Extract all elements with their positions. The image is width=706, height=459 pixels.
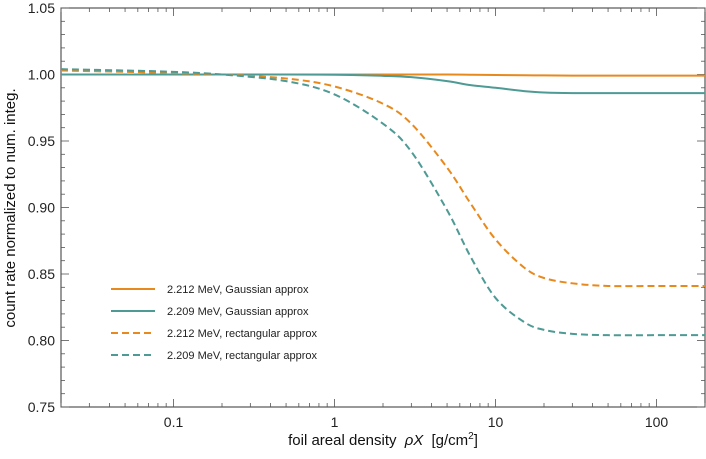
x-axis-title-symbol: ρX: [404, 432, 425, 449]
legend: 2.212 MeV, Gaussian approx 2.209 MeV, Gau…: [111, 284, 318, 362]
y-tick-label: 1.05: [28, 0, 55, 16]
x-axis-title-unit: [g/cm: [431, 432, 468, 449]
y-tick-label: 0.80: [28, 333, 55, 349]
x-tick-label: 0.1: [164, 414, 184, 430]
series-lines: [60, 68, 705, 337]
y-axis-title: count rate normalized to num. integ.: [2, 88, 19, 327]
legend-label: 2.209 MeV, Gaussian approx: [167, 306, 309, 318]
y-tick-label: 0.95: [28, 133, 55, 149]
plot-frame: [60, 7, 706, 408]
x-tick-label: 1: [331, 414, 339, 430]
legend-label: 2.212 MeV, Gaussian approx: [167, 284, 309, 296]
tick-labels: 0.1 1 10 100 0.75 0.80 0.85 0.90 0.95 1.00 1.05: [28, 0, 669, 430]
legend-label: 2.212 MeV, rectangular approx: [167, 328, 318, 340]
series-line-4: [60, 68, 705, 337]
ticks: [60, 7, 706, 408]
series-line-2: [60, 73, 705, 95]
y-tick-label: 0.85: [28, 266, 55, 282]
x-tick-label: 100: [645, 414, 669, 430]
legend-label: 2.209 MeV, rectangular approx: [167, 350, 318, 362]
series-line-3: [60, 69, 705, 288]
y-tick-label: 0.75: [28, 399, 55, 415]
y-tick-label: 0.90: [28, 200, 55, 216]
x-axis-title-unit-end: ]: [474, 432, 478, 449]
x-axis-title: foil areal density ρX [g/cm2]: [288, 431, 478, 449]
y-tick-label: 1.00: [28, 67, 55, 83]
x-axis-title-unit-exp: 2: [468, 431, 474, 442]
x-tick-label: 10: [488, 414, 504, 430]
x-axis-title-text: foil areal density: [288, 432, 397, 449]
